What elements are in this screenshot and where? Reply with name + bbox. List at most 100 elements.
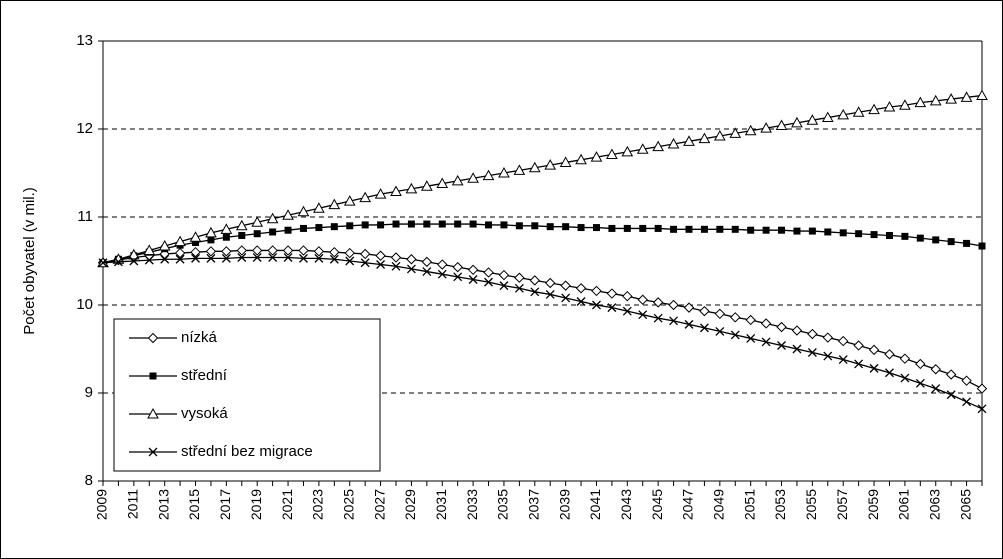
marker: [652, 297, 664, 308]
marker: [390, 252, 402, 263]
marker: [346, 222, 354, 230]
marker: [545, 277, 556, 289]
marker: [791, 116, 803, 128]
marker: [330, 223, 338, 231]
marker: [978, 242, 986, 250]
marker: [868, 103, 880, 115]
marker: [945, 369, 957, 380]
marker: [962, 397, 972, 407]
x-tick-label: 2011: [125, 489, 141, 519]
marker: [713, 130, 726, 141]
marker: [762, 226, 770, 234]
marker: [451, 174, 464, 186]
marker: [592, 300, 601, 310]
marker: [746, 333, 756, 343]
marker: [839, 229, 847, 237]
marker: [807, 348, 817, 357]
marker: [868, 344, 880, 356]
x-tick-label: 2055: [803, 489, 819, 520]
marker: [976, 383, 988, 394]
marker: [147, 332, 159, 344]
marker: [485, 221, 493, 229]
marker: [792, 344, 802, 354]
marker: [698, 132, 711, 144]
marker: [823, 351, 833, 361]
marker: [421, 256, 433, 268]
marker: [575, 283, 587, 294]
series-line: [102, 94, 983, 264]
x-tick-label: 2047: [680, 489, 696, 520]
marker: [360, 258, 370, 268]
x-tick-label: 2039: [556, 489, 572, 520]
marker: [144, 255, 154, 265]
y-axis-label: Počet obyvatel (v mil.): [21, 187, 38, 335]
marker: [406, 264, 416, 274]
marker: [268, 253, 278, 262]
legend-label: vysoká: [181, 405, 228, 422]
marker: [791, 325, 803, 336]
y-tick-label: 8: [85, 472, 93, 489]
legend-label: střední bez migrace: [181, 443, 313, 460]
marker: [147, 407, 159, 419]
marker: [436, 177, 449, 189]
marker: [793, 227, 801, 235]
marker: [899, 99, 911, 110]
marker: [174, 247, 186, 259]
marker: [590, 151, 603, 162]
marker: [221, 246, 232, 257]
marker: [855, 230, 863, 238]
marker: [313, 246, 325, 257]
legend: nízká střední vysoká střední bez migrace: [113, 318, 381, 472]
marker: [484, 277, 493, 287]
marker: [652, 140, 665, 152]
marker: [546, 223, 554, 231]
marker: [282, 209, 294, 220]
marker: [297, 205, 310, 217]
marker: [129, 256, 139, 266]
marker: [562, 223, 570, 231]
marker: [391, 261, 401, 271]
marker: [667, 137, 680, 149]
marker: [963, 239, 971, 247]
marker: [622, 306, 632, 316]
marker: [699, 323, 709, 333]
x-tick-label: 2057: [834, 489, 850, 520]
marker: [560, 280, 571, 291]
marker: [405, 182, 418, 194]
marker: [730, 330, 740, 340]
x-tick-label: 2037: [525, 489, 541, 520]
marker: [269, 228, 277, 236]
marker: [452, 261, 463, 273]
marker: [222, 233, 230, 241]
legend-label: nízká: [181, 329, 218, 346]
marker: [901, 232, 909, 240]
marker: [205, 226, 217, 238]
marker: [376, 260, 386, 269]
marker: [467, 264, 479, 276]
marker: [189, 231, 202, 242]
marker: [683, 135, 695, 146]
marker: [498, 269, 510, 281]
marker: [899, 353, 911, 364]
marker: [406, 254, 417, 265]
marker: [807, 328, 818, 340]
x-tick-label: 2009: [94, 489, 110, 520]
marker: [514, 283, 524, 293]
marker: [591, 285, 602, 297]
marker: [513, 164, 526, 175]
marker: [329, 246, 340, 258]
y-tick-label: 13: [76, 32, 93, 49]
marker: [468, 275, 478, 284]
marker: [760, 318, 772, 329]
marker: [437, 259, 448, 270]
legend-label: střední: [181, 367, 228, 384]
marker: [438, 220, 446, 228]
marker: [607, 303, 617, 313]
marker: [606, 288, 618, 299]
marker: [437, 269, 447, 279]
marker: [745, 314, 756, 326]
marker: [946, 390, 956, 400]
marker: [328, 198, 341, 210]
marker: [252, 245, 263, 256]
marker: [808, 227, 816, 235]
